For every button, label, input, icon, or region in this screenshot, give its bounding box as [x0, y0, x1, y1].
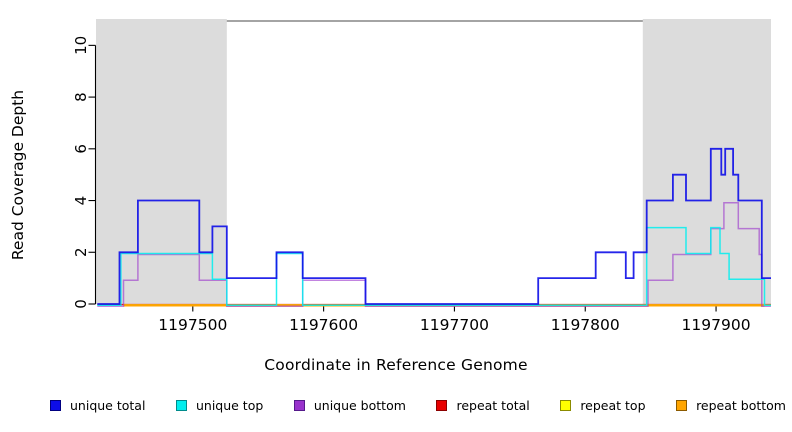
x-axis-title: Coordinate in Reference Genome [264, 356, 528, 374]
legend-label: unique top [195, 398, 264, 413]
y-tick-label: 4 [72, 196, 90, 206]
y-tick-label: 0 [72, 299, 90, 309]
series-path-unique-total [97, 147, 771, 305]
shaded-region [642, 19, 771, 304]
shaded-region [96, 19, 227, 304]
legend-item-repeat-total: repeat total [436, 398, 530, 413]
legend-swatch-icon [293, 400, 305, 411]
x-tick-label: 1197800 [551, 316, 620, 334]
x-tick-label: 1197900 [682, 316, 751, 334]
legend-item-repeat-bottom: repeat bottom [676, 398, 786, 413]
x-tick-label: 1197500 [158, 316, 227, 334]
legend-item-unique-top: unique top [175, 398, 264, 413]
legend-item-unique-total: unique total [50, 398, 145, 413]
legend-swatch-icon [676, 400, 688, 411]
legend-swatch-icon [560, 400, 572, 411]
legend-label: repeat total [456, 398, 530, 413]
legend-item-repeat-top: repeat top [560, 398, 646, 413]
y-axis-title: Read Coverage Depth [9, 89, 27, 261]
legend-swatch-icon [436, 400, 448, 411]
legend-label: repeat top [580, 398, 646, 413]
legend-label: unique total [70, 398, 146, 413]
legend: unique total unique top unique bottom repea… [50, 398, 786, 413]
coverage-plot-canvas: 0 2 4 6 8 10 1197500 1197600 1197700 1197800 11979… [72, 19, 771, 334]
y-tick-label: 10 [72, 36, 90, 55]
y-tick-label: 2 [72, 247, 90, 257]
series-path-unique-bottom [97, 201, 771, 307]
y-tick-label: 8 [72, 92, 90, 102]
legend-swatch-icon [50, 400, 61, 411]
x-tick-label: 1197600 [289, 316, 358, 334]
legend-label: unique bottom [313, 398, 406, 413]
legend-item-unique-bottom: unique bottom [293, 398, 406, 413]
x-tick-label: 1197700 [420, 316, 489, 334]
legend-label: repeat bottom [696, 398, 786, 413]
series-path-unique-top [97, 226, 771, 306]
legend-swatch-icon [175, 400, 187, 411]
y-tick-label: 6 [72, 144, 90, 154]
